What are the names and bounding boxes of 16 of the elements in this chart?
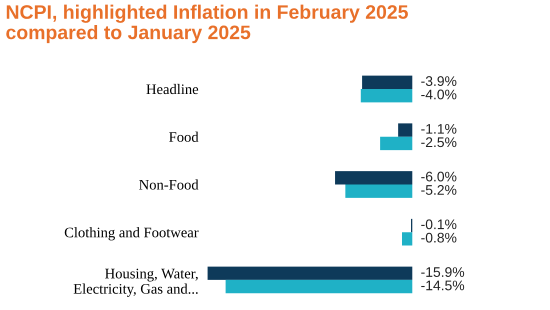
data-label: -2.5% [421, 137, 456, 148]
data-label: -6.0% [421, 172, 456, 182]
data-label: -3.9% [421, 76, 456, 86]
y-tick-label: Headline [146, 84, 198, 94]
data-label: -14.5% [421, 280, 464, 290]
chart-title: NCPI, highlighted Inflation in February 2025 compared to January 2025 [6, 4, 408, 44]
y-tick-label: Non-Food [139, 179, 198, 190]
data-label: -5.2% [421, 185, 456, 195]
y-tick-label: Housing, Water, Electricity, Gas and... [74, 268, 198, 297]
data-label: -15.9% [421, 267, 464, 277]
data-label: -0.8% [421, 232, 456, 243]
y-tick-label: Clothing and Footwear [64, 227, 199, 240]
data-label: -0.1% [421, 219, 456, 230]
data-label: -4.0% [421, 90, 456, 100]
data-label: -1.1% [421, 124, 456, 134]
y-tick-label: Food [169, 132, 198, 142]
